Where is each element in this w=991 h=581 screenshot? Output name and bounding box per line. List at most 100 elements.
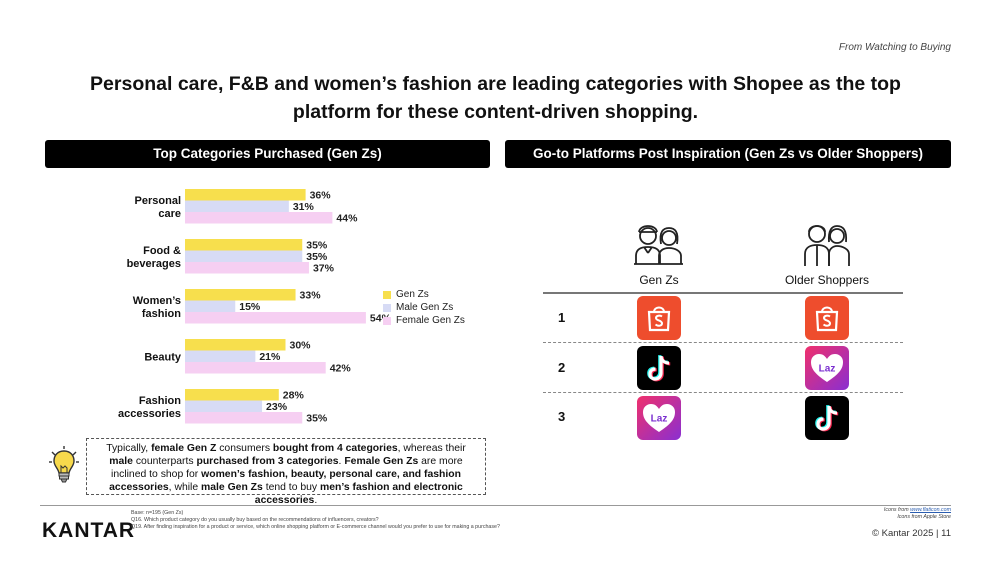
callout-text: purchased from 3 categories [196, 456, 339, 467]
legend-label-male-gen-zs: Male Gen Zs [396, 302, 454, 313]
lightbulb-icon [49, 446, 79, 483]
lazada-icon: Laz [805, 346, 849, 390]
callout-text: tend to buy [262, 482, 321, 493]
legend-item-male-gen-zs: Male Gen Zs [383, 301, 465, 314]
page-title-line-1: Personal care, F&B and women’s fashion a… [90, 73, 901, 95]
column-label-gen-zs: Gen Zs [639, 273, 679, 287]
right-panel-title: Go-to Platforms Post Inspiration (Gen Zs… [505, 140, 951, 168]
rank-2-label: 2 [558, 360, 566, 375]
data-label-women-s-fashion-gen-zs: 33% [300, 290, 322, 302]
bar-beauty-male-gen-zs [185, 350, 256, 362]
row-divider [543, 392, 903, 393]
data-label-personal-care-female-gen-zs: 44% [336, 213, 358, 225]
callout-text: , whereas their [397, 443, 466, 454]
callout-text: consumers [216, 443, 273, 454]
bar-beauty-female-gen-zs [185, 362, 326, 374]
callout-text: , while [168, 482, 202, 493]
callout-text: are more inclined to shop for [111, 456, 463, 480]
legend-label-female-gen-zs: Female Gen Zs [396, 315, 465, 326]
footnote-q19: Q19. After finding inspiration for a pro… [131, 524, 500, 531]
shopee-bag-glyph [647, 306, 671, 332]
icon-credit-text: Icons from [883, 507, 911, 513]
bar-food-beverages-male-gen-zs [185, 250, 303, 262]
data-label-food-beverages-gen-zs: 35% [306, 240, 328, 252]
callout-text: . [314, 495, 318, 506]
older-shoppers-people-icon [804, 225, 850, 266]
category-label-fashion-accessories: accessories [118, 408, 181, 420]
data-label-food-beverages-male-gen-zs: 35% [306, 251, 328, 263]
bar-personal-care-gen-zs [185, 189, 306, 201]
bar-personal-care-female-gen-zs [185, 212, 333, 224]
bar-women-s-fashion-gen-zs [185, 289, 296, 301]
callout-text: counterparts [132, 456, 197, 467]
chart-legend: Gen Zs Male Gen Zs Female Gen Zs [383, 288, 465, 327]
platform-ranking-table: Gen Zs Older Shoppers 1 2 3 [543, 220, 903, 450]
page-title: Personal care, F&B and women’s fashion a… [40, 70, 951, 126]
table-header-divider [543, 292, 903, 294]
callout-text: male Gen Zs [201, 482, 263, 493]
callout-text: Typically, [106, 443, 152, 454]
left-panel-title: Top Categories Purchased (Gen Zs) [45, 140, 490, 168]
bar-fashion-accessories-female-gen-zs [185, 412, 303, 424]
footnote-base: Base: n=195 (Gen Zs) [131, 510, 184, 516]
category-label-food-beverages: Food & [143, 245, 181, 257]
callout-text: male [109, 456, 133, 467]
lazada-logo-text: Laz [651, 414, 668, 425]
page-title-line-2: platform for these content-driven shoppi… [292, 101, 699, 123]
rank-1-label: 1 [558, 310, 566, 325]
data-label-beauty-gen-zs: 30% [290, 340, 312, 352]
column-label-older-shoppers: Older Shoppers [784, 273, 870, 287]
category-label-women-s-fashion: fashion [142, 308, 181, 320]
callout-text: female Gen Z [151, 443, 217, 454]
footer-divider [40, 505, 951, 506]
icon-credit-apple: Icons from Apple Store [897, 514, 951, 520]
legend-swatch-male-gen-zs [383, 303, 391, 312]
bar-women-s-fashion-female-gen-zs [185, 312, 366, 324]
icon-credits: Icons from www.flaticon.com Icons from A… [884, 507, 951, 521]
shopee-bag-glyph [815, 306, 839, 332]
flaticon-link[interactable]: www.flaticon.com [910, 507, 951, 513]
callout-text: women’s fashion, beauty, personal care, … [109, 469, 461, 493]
data-label-fashion-accessories-gen-zs: 28% [283, 390, 305, 402]
legend-item-female-gen-zs: Female Gen Zs [383, 314, 465, 327]
legend-item-gen-zs: Gen Zs [383, 288, 465, 301]
lazada-logo-text: Laz [819, 364, 836, 375]
shopee-icon [805, 296, 849, 340]
category-label-food-beverages: beverages [127, 258, 181, 270]
lazada-heart-glyph: Laz [811, 354, 843, 382]
tiktok-icon [805, 396, 849, 440]
legend-label-gen-zs: Gen Zs [396, 289, 429, 300]
tiktok-note-glyph [647, 355, 671, 382]
kantar-logo: KANTAR [42, 519, 136, 542]
callout-text: bought from 4 categories [272, 443, 398, 454]
bar-food-beverages-gen-zs [185, 239, 303, 251]
legend-swatch-gen-zs [383, 290, 391, 299]
data-label-personal-care-male-gen-zs: 31% [293, 201, 315, 213]
bar-women-s-fashion-male-gen-zs [185, 300, 236, 312]
callout-text: Female Gen Zs [344, 456, 419, 467]
shopee-icon [637, 296, 681, 340]
category-label-personal-care: Personal [135, 195, 181, 207]
section-tag: From Watching to Buying [838, 42, 951, 53]
tiktok-note-glyph [815, 405, 839, 432]
category-label-fashion-accessories: Fashion [139, 395, 181, 407]
category-label-women-s-fashion: Women’s [133, 295, 181, 307]
callout-text: men’s fashion and electronic accessories [254, 482, 463, 506]
copyright: © Kantar 2025 | 11 [871, 528, 951, 539]
data-label-food-beverages-female-gen-zs: 37% [313, 263, 335, 275]
tiktok-icon [637, 346, 681, 390]
bar-fashion-accessories-male-gen-zs [185, 400, 263, 412]
lazada-heart-glyph: Laz [643, 404, 675, 432]
gen-z-people-icon [634, 225, 683, 265]
rank-3-label: 3 [558, 409, 566, 424]
data-label-women-s-fashion-male-gen-zs: 15% [239, 301, 261, 313]
data-label-fashion-accessories-male-gen-zs: 23% [266, 401, 288, 413]
row-divider [543, 342, 903, 343]
bar-food-beverages-female-gen-zs [185, 262, 309, 274]
data-label-beauty-male-gen-zs: 21% [259, 351, 281, 363]
data-label-beauty-female-gen-zs: 42% [330, 363, 352, 375]
legend-swatch-female-gen-zs [383, 316, 391, 325]
footnote-q16: Q16. Which product category do you usual… [131, 517, 379, 524]
callout-text: . [338, 456, 345, 467]
